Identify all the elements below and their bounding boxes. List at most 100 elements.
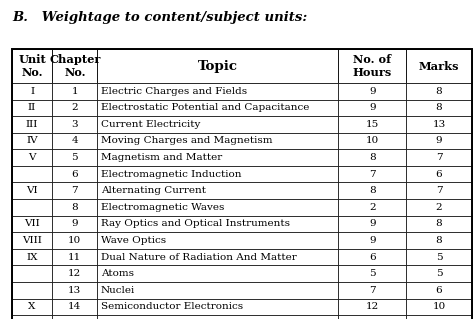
Bar — [338, 83, 406, 100]
Text: I: I — [30, 87, 34, 96]
Text: 3: 3 — [72, 120, 78, 129]
Text: 10: 10 — [432, 302, 446, 311]
Text: 5: 5 — [436, 269, 442, 278]
Text: VII: VII — [24, 219, 40, 228]
Bar — [52, 100, 97, 116]
Text: Topic: Topic — [198, 60, 238, 73]
Bar — [12, 116, 52, 133]
Bar — [97, 299, 338, 315]
Bar — [406, 149, 472, 166]
Bar — [406, 315, 472, 319]
Bar — [338, 265, 406, 282]
Bar — [52, 199, 97, 216]
Text: 4: 4 — [72, 137, 78, 145]
Bar — [338, 299, 406, 315]
Bar — [406, 199, 472, 216]
Bar — [12, 166, 52, 182]
Bar — [52, 49, 97, 83]
Text: V: V — [28, 153, 36, 162]
Bar — [52, 216, 97, 232]
Text: IX: IX — [27, 253, 38, 262]
Bar — [97, 199, 338, 216]
Bar — [406, 216, 472, 232]
Text: B.   Weightage to content/subject units:: B. Weightage to content/subject units: — [12, 11, 307, 24]
Text: 13: 13 — [432, 120, 446, 129]
Bar — [97, 265, 338, 282]
Text: 10: 10 — [366, 137, 379, 145]
Text: II: II — [28, 103, 36, 112]
Bar — [52, 182, 97, 199]
Text: Chapter
No.: Chapter No. — [49, 54, 100, 78]
Text: 8: 8 — [436, 87, 442, 96]
Text: III: III — [26, 120, 38, 129]
Text: 13: 13 — [68, 286, 82, 295]
Bar — [97, 282, 338, 299]
Bar — [52, 133, 97, 149]
Bar — [97, 133, 338, 149]
Bar — [406, 249, 472, 265]
Bar — [52, 282, 97, 299]
Text: Moving Charges and Magnetism: Moving Charges and Magnetism — [100, 137, 272, 145]
Text: 8: 8 — [369, 186, 375, 195]
Bar — [12, 199, 52, 216]
Text: 1: 1 — [72, 87, 78, 96]
Bar — [97, 182, 338, 199]
Bar — [12, 249, 52, 265]
Bar — [338, 116, 406, 133]
Bar — [338, 282, 406, 299]
Bar — [52, 116, 97, 133]
Text: 7: 7 — [436, 153, 442, 162]
Text: Alternating Current: Alternating Current — [100, 186, 206, 195]
Text: X: X — [28, 302, 36, 311]
Text: No. of
Hours: No. of Hours — [353, 54, 392, 78]
Text: 9: 9 — [436, 137, 442, 145]
Text: 8: 8 — [436, 219, 442, 228]
Text: 9: 9 — [72, 219, 78, 228]
Text: Electromagnetic Waves: Electromagnetic Waves — [100, 203, 224, 212]
Bar — [97, 232, 338, 249]
Bar — [97, 49, 338, 83]
Text: 9: 9 — [369, 236, 375, 245]
Text: 10: 10 — [68, 236, 82, 245]
Bar — [12, 282, 52, 299]
Text: 7: 7 — [72, 186, 78, 195]
Text: 5: 5 — [436, 253, 442, 262]
Bar — [97, 249, 338, 265]
Bar — [52, 315, 97, 319]
Bar — [338, 182, 406, 199]
Text: Current Electricity: Current Electricity — [100, 120, 200, 129]
Text: 8: 8 — [369, 153, 375, 162]
Bar — [338, 232, 406, 249]
Bar — [52, 166, 97, 182]
Bar — [97, 100, 338, 116]
Bar — [12, 315, 52, 319]
Bar — [97, 149, 338, 166]
Text: 11: 11 — [68, 253, 82, 262]
Bar — [12, 232, 52, 249]
Text: Wave Optics: Wave Optics — [100, 236, 166, 245]
Text: IV: IV — [26, 137, 38, 145]
Bar — [338, 149, 406, 166]
Text: VI: VI — [26, 186, 38, 195]
Text: 6: 6 — [436, 170, 442, 179]
Bar — [12, 100, 52, 116]
Text: 6: 6 — [72, 170, 78, 179]
Bar — [97, 83, 338, 100]
Bar — [338, 249, 406, 265]
Text: 5: 5 — [369, 269, 375, 278]
Text: 9: 9 — [369, 219, 375, 228]
Bar — [338, 166, 406, 182]
Bar — [52, 232, 97, 249]
Text: 12: 12 — [68, 269, 82, 278]
Bar — [406, 265, 472, 282]
Text: Dual Nature of Radiation And Matter: Dual Nature of Radiation And Matter — [100, 253, 296, 262]
Bar — [97, 315, 338, 319]
Bar — [12, 133, 52, 149]
Text: 7: 7 — [436, 186, 442, 195]
Bar — [406, 182, 472, 199]
Text: 2: 2 — [436, 203, 442, 212]
Bar — [406, 232, 472, 249]
Text: 2: 2 — [369, 203, 375, 212]
Bar — [97, 166, 338, 182]
Text: 6: 6 — [369, 253, 375, 262]
